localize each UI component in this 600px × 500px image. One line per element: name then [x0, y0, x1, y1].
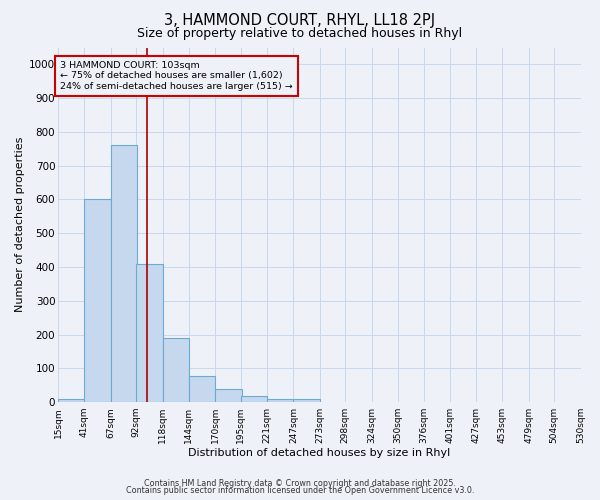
Bar	[58, 398, 85, 402]
X-axis label: Distribution of detached houses by size in Rhyl: Distribution of detached houses by size …	[188, 448, 451, 458]
Bar	[111, 146, 137, 402]
Bar	[85, 200, 111, 402]
Text: Size of property relative to detached houses in Rhyl: Size of property relative to detached ho…	[137, 28, 463, 40]
Text: Contains public sector information licensed under the Open Government Licence v3: Contains public sector information licen…	[126, 486, 474, 495]
Bar	[189, 376, 215, 402]
Bar	[215, 390, 242, 402]
Text: Contains HM Land Registry data © Crown copyright and database right 2025.: Contains HM Land Registry data © Crown c…	[144, 478, 456, 488]
Bar	[241, 396, 267, 402]
Bar	[293, 400, 320, 402]
Bar	[163, 338, 189, 402]
Y-axis label: Number of detached properties: Number of detached properties	[15, 137, 25, 312]
Text: 3 HAMMOND COURT: 103sqm
← 75% of detached houses are smaller (1,602)
24% of semi: 3 HAMMOND COURT: 103sqm ← 75% of detache…	[60, 61, 293, 91]
Bar	[136, 264, 163, 402]
Bar	[267, 398, 293, 402]
Text: 3, HAMMOND COURT, RHYL, LL18 2PJ: 3, HAMMOND COURT, RHYL, LL18 2PJ	[164, 12, 436, 28]
